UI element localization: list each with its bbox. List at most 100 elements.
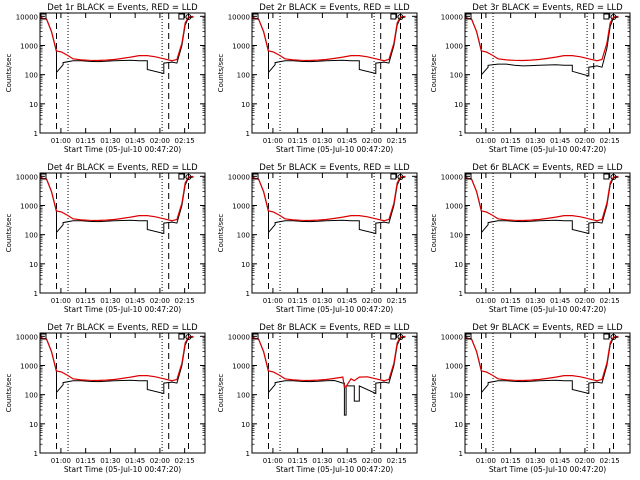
y-tick-label: 10000 bbox=[16, 173, 38, 181]
x-tick-label: 01:15 bbox=[76, 137, 96, 145]
x-axis-label: Start Time (05-Jul-10 00:47:20) bbox=[64, 465, 181, 474]
y-tick-label: 1000 bbox=[20, 202, 38, 210]
x-tick-label: 02:00 bbox=[150, 297, 170, 305]
start-marker bbox=[465, 13, 472, 20]
plot-frame bbox=[251, 332, 418, 454]
y-tick-label: 1000 bbox=[20, 362, 38, 370]
x-tick-label: 01:00 bbox=[476, 297, 496, 305]
y-tick-label: 1 bbox=[34, 450, 38, 458]
y-tick-label: 100 bbox=[25, 232, 38, 240]
y-tick-label: 1000 bbox=[232, 202, 250, 210]
y-tick-label: 100 bbox=[25, 392, 38, 400]
x-tick-label: 01:15 bbox=[76, 457, 96, 465]
plot-title: Det 9r BLACK = Events, RED = LLD bbox=[472, 323, 623, 333]
y-tick-label: 10000 bbox=[228, 333, 250, 341]
y-tick-label: 10 bbox=[454, 421, 463, 429]
y-tick-label: 10 bbox=[241, 101, 250, 109]
x-tick-label: 01:15 bbox=[288, 457, 308, 465]
x-axis-label: Start Time (05-Jul-10 00:47:20) bbox=[489, 465, 606, 474]
x-tick-label: 01:45 bbox=[337, 137, 357, 145]
start-marker bbox=[252, 13, 259, 20]
lld-series-line bbox=[251, 335, 406, 389]
detector-plot-6: Det 6r BLACK = Events, RED = LLD 1 10 100 10… bbox=[430, 163, 631, 314]
detector-plot-4: Det 4r BLACK = Events, RED = LLD 1 10 100 10… bbox=[5, 163, 206, 314]
x-axis-label: Start Time (05-Jul-10 00:47:20) bbox=[64, 145, 181, 154]
x-tick-label: 01:45 bbox=[125, 137, 145, 145]
x-tick-label: 01:45 bbox=[337, 457, 357, 465]
y-tick-label: 10000 bbox=[228, 13, 250, 21]
y-tick-label: 10000 bbox=[228, 173, 250, 181]
start-marker bbox=[40, 13, 47, 20]
x-tick-label: 02:15 bbox=[600, 297, 620, 305]
y-tick-label: 10 bbox=[454, 101, 463, 109]
plot-frame bbox=[39, 172, 206, 294]
y-axis-label: Counts/sec bbox=[5, 214, 13, 253]
x-tick-label: 02:15 bbox=[387, 457, 407, 465]
y-tick-label: 1 bbox=[34, 290, 38, 298]
y-tick-label: 10 bbox=[241, 261, 250, 269]
end-circle-marker bbox=[185, 334, 192, 340]
x-tick-label: 02:15 bbox=[600, 457, 620, 465]
x-tick-label: 01:30 bbox=[525, 297, 545, 305]
x-axis-label: Start Time (05-Jul-10 00:47:20) bbox=[276, 305, 393, 314]
detector-plot-2: Det 2r BLACK = Events, RED = LLD 1 10 100 10… bbox=[217, 3, 418, 154]
start-marker bbox=[252, 333, 259, 340]
x-tick-label: 02:15 bbox=[387, 137, 407, 145]
y-tick-label: 100 bbox=[237, 232, 250, 240]
x-tick-label: 02:15 bbox=[600, 137, 620, 145]
x-tick-label: 02:00 bbox=[362, 457, 382, 465]
y-tick-label: 1 bbox=[34, 130, 38, 138]
start-marker bbox=[40, 333, 47, 340]
end-circle-marker bbox=[610, 334, 617, 340]
x-tick-label: 01:00 bbox=[476, 457, 496, 465]
end-marker bbox=[390, 333, 397, 340]
end-circle-marker bbox=[610, 174, 617, 180]
x-tick-label: 02:00 bbox=[575, 457, 595, 465]
y-tick-label: 1 bbox=[246, 450, 250, 458]
x-tick-label: 01:15 bbox=[288, 297, 308, 305]
plot-frame bbox=[251, 172, 418, 294]
y-axis-label: Counts/sec bbox=[217, 54, 225, 93]
y-tick-label: 100 bbox=[450, 232, 463, 240]
events-series-line bbox=[464, 176, 619, 235]
y-axis-label: Counts/sec bbox=[217, 214, 225, 253]
y-axis-label: Counts/sec bbox=[430, 374, 438, 413]
x-tick-label: 01:30 bbox=[100, 137, 120, 145]
end-circle-marker bbox=[610, 14, 617, 20]
end-circle-marker bbox=[397, 14, 404, 20]
x-tick-label: 01:30 bbox=[100, 457, 120, 465]
end-marker bbox=[178, 173, 185, 180]
plot-title: Det 1r BLACK = Events, RED = LLD bbox=[47, 3, 198, 13]
end-marker bbox=[178, 333, 185, 340]
start-marker bbox=[465, 173, 472, 180]
y-tick-label: 1000 bbox=[232, 42, 250, 50]
detector-plot-7: Det 7r BLACK = Events, RED = LLD 1 10 100 10… bbox=[5, 323, 206, 474]
plot-title: Det 4r BLACK = Events, RED = LLD bbox=[47, 163, 198, 173]
y-tick-label: 1000 bbox=[445, 42, 463, 50]
y-tick-label: 100 bbox=[450, 392, 463, 400]
x-tick-label: 01:00 bbox=[51, 137, 71, 145]
x-tick-label: 01:30 bbox=[312, 137, 332, 145]
x-tick-label: 01:15 bbox=[288, 137, 308, 145]
x-axis-label: Start Time (05-Jul-10 00:47:20) bbox=[276, 465, 393, 474]
lld-series-line bbox=[251, 15, 406, 62]
end-marker bbox=[603, 333, 610, 340]
detector-plot-9: Det 9r BLACK = Events, RED = LLD 1 10 100 10… bbox=[430, 323, 631, 474]
events-series-line bbox=[464, 16, 619, 77]
x-tick-label: 02:00 bbox=[575, 297, 595, 305]
events-series-line bbox=[39, 336, 194, 395]
events-series-line bbox=[251, 336, 406, 416]
plot-title: Det 5r BLACK = Events, RED = LLD bbox=[259, 163, 410, 173]
x-tick-label: 01:45 bbox=[337, 297, 357, 305]
end-circle-marker bbox=[185, 14, 192, 20]
x-tick-label: 01:00 bbox=[263, 457, 283, 465]
detector-plot-8: Det 8r BLACK = Events, RED = LLD 1 10 100 10… bbox=[217, 323, 418, 474]
plot-frame bbox=[39, 332, 206, 454]
y-tick-label: 10 bbox=[29, 421, 38, 429]
x-tick-label: 01:00 bbox=[263, 297, 283, 305]
x-tick-label: 01:45 bbox=[125, 457, 145, 465]
x-tick-label: 02:00 bbox=[150, 137, 170, 145]
y-tick-label: 1000 bbox=[232, 362, 250, 370]
x-tick-label: 02:15 bbox=[387, 297, 407, 305]
